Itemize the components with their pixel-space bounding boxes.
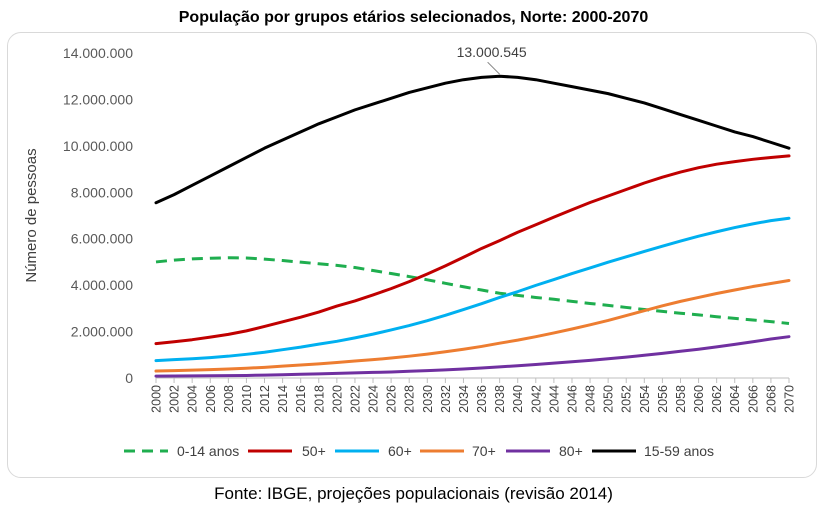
x-tick-label: 2026: [385, 385, 399, 413]
source-note: Fonte: IBGE, projeções populacionais (re…: [214, 484, 613, 503]
annotation-label: 13.000.545: [457, 44, 527, 60]
x-tick-label: 2008: [222, 385, 236, 413]
x-tick-label: 2030: [421, 385, 435, 413]
y-axis-ticks: 0 2.000.000 4.000.000 6.000.000 8.000.000 10.…: [63, 45, 133, 386]
series-line-80-: [154, 335, 791, 378]
x-tick-label: 2010: [240, 385, 254, 413]
y-tick-label: 8.000.000: [71, 184, 133, 200]
x-tick-label: 2046: [565, 385, 579, 413]
series-line-70-: [154, 279, 791, 373]
x-tick-label: 2002: [168, 385, 182, 413]
x-tick-label: 2062: [710, 385, 724, 413]
chart-title: População por grupos etários selecionado…: [178, 9, 649, 26]
x-tick-label: 2040: [511, 385, 525, 413]
x-tick-label: 2012: [258, 385, 272, 413]
x-tick-label: 2058: [674, 385, 688, 413]
x-tick-label: 2038: [493, 385, 507, 413]
x-tick-label: 2014: [276, 385, 290, 413]
legend-label: 50+: [302, 443, 326, 459]
legend-label: 0-14 anos: [177, 443, 239, 459]
y-axis-label: Número de pessoas: [23, 148, 40, 282]
chart-frame: [7, 32, 817, 478]
x-axis-ticks: 2000 2002 2004 2006 2008 2010 2012 2014 2016 2018…: [150, 378, 797, 413]
x-tick-label: 2020: [330, 385, 344, 413]
y-tick-label: 12.000.000: [63, 91, 133, 107]
x-tick-label: 2032: [439, 385, 453, 413]
x-tick-label: 2064: [728, 385, 742, 413]
x-tick-label: 2070: [783, 385, 797, 413]
legend-label: 60+: [388, 443, 412, 459]
series-line-0-14-anos: [155, 256, 790, 325]
x-tick-label: 2006: [204, 385, 218, 413]
x-tick-label: 2052: [620, 385, 634, 413]
x-tick-label: 2022: [348, 385, 362, 413]
peak-annotation: 13.000.545: [457, 44, 527, 75]
x-tick-label: 2036: [475, 385, 489, 413]
series-line-50-: [154, 154, 791, 346]
annotation-leader-line: [487, 61, 500, 75]
legend-label: 80+: [559, 443, 583, 459]
x-tick-label: 2060: [692, 385, 706, 413]
x-tick-label: 2050: [602, 385, 616, 413]
y-tick-label: 6.000.000: [71, 231, 133, 247]
y-tick-label: 14.000.000: [63, 45, 133, 61]
legend-label: 70+: [472, 443, 496, 459]
x-tick-label: 2018: [312, 385, 326, 413]
legend: 0-14 anos 50+ 60+ 70+ 80+ 15-59 anos: [124, 443, 714, 459]
series-lines: [154, 74, 791, 378]
x-tick-label: 2044: [547, 385, 561, 413]
y-tick-label: 2.000.000: [71, 324, 133, 340]
x-tick-label: 2016: [294, 385, 308, 413]
x-tick-label: 2056: [656, 385, 670, 413]
x-tick-label: 2048: [584, 385, 598, 413]
y-tick-label: 4.000.000: [71, 277, 133, 293]
x-tick-label: 2028: [403, 385, 417, 413]
y-tick-label: 0: [125, 370, 133, 386]
x-tick-label: 2042: [529, 385, 543, 413]
line-chart: 0 2.000.000 4.000.000 6.000.000 8.000.000 10.…: [23, 44, 797, 459]
series-line-15-59-anos: [154, 74, 791, 205]
x-tick-label: 2034: [457, 385, 471, 413]
x-tick-label: 2068: [764, 385, 778, 413]
x-tick-label: 2004: [186, 385, 200, 413]
x-tick-label: 2000: [150, 385, 164, 413]
x-tick-label: 2054: [638, 385, 652, 413]
series-line-60-: [154, 216, 791, 363]
legend-label: 15-59 anos: [644, 443, 714, 459]
y-tick-label: 10.000.000: [63, 138, 133, 154]
x-tick-label: 2066: [746, 385, 760, 413]
x-tick-label: 2024: [367, 385, 381, 413]
